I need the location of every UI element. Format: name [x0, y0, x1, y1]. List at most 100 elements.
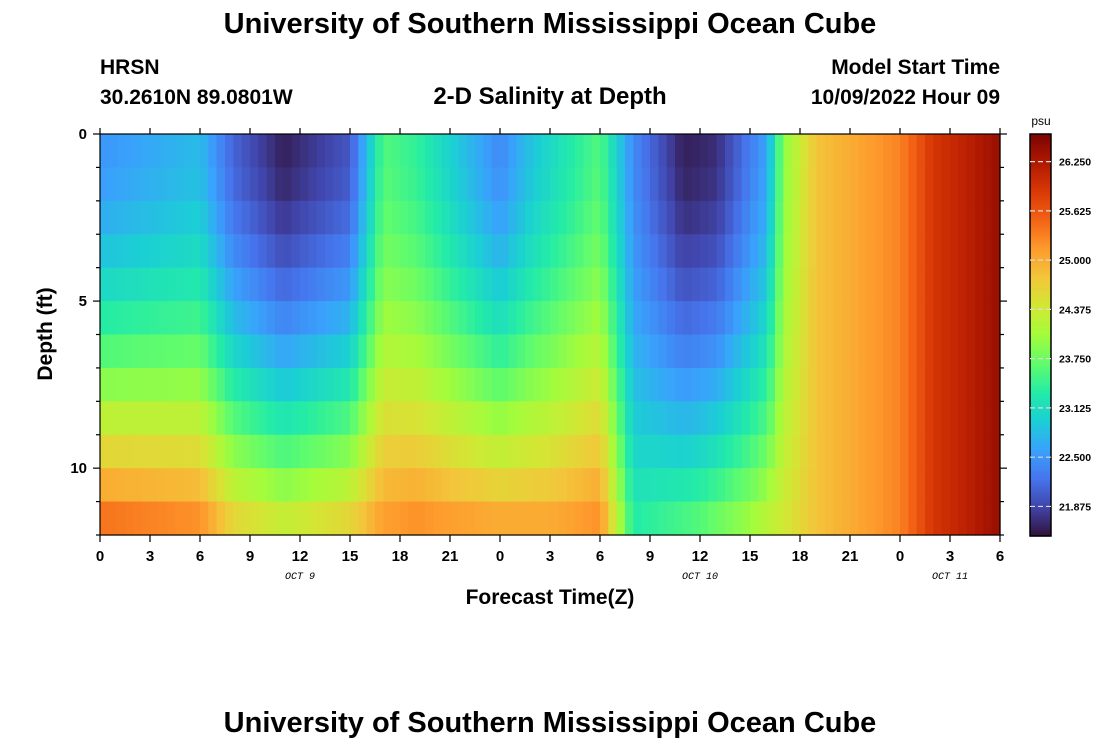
heatmap-cell	[383, 468, 393, 503]
colorbar-segment	[1030, 148, 1051, 151]
heatmap-cell	[666, 167, 676, 202]
heatmap-cell	[916, 434, 926, 469]
colorbar-segment	[1030, 164, 1051, 167]
heatmap-cell	[933, 468, 943, 503]
heatmap-cell	[191, 234, 201, 269]
heatmap-cell	[866, 234, 876, 269]
heatmap-cell	[450, 367, 459, 402]
heatmap-cell	[491, 167, 501, 202]
heatmap-cell	[983, 167, 993, 202]
heatmap-cell	[758, 134, 768, 169]
heatmap-cell	[775, 167, 784, 202]
heatmap-cell	[566, 367, 576, 402]
heatmap-cell	[466, 301, 476, 336]
heatmap-cell	[175, 434, 184, 469]
heatmap-cell	[866, 334, 876, 369]
heatmap-cell	[975, 167, 984, 202]
heatmap-cell	[150, 167, 159, 202]
heatmap-cell	[541, 134, 551, 169]
heatmap-cell	[400, 167, 409, 202]
heatmap-cell	[891, 367, 901, 402]
heatmap-cell	[433, 301, 443, 336]
heatmap-cell	[808, 501, 818, 536]
heatmap-cell	[283, 267, 293, 302]
heatmap-cell	[600, 367, 609, 402]
heatmap-cell	[550, 434, 559, 469]
heatmap-cell	[608, 501, 618, 536]
heatmap-cell	[483, 234, 493, 269]
colorbar-segment	[1030, 413, 1051, 416]
heatmap-cell	[558, 234, 568, 269]
heatmap-cell	[475, 367, 484, 402]
colorbar-segment	[1030, 226, 1051, 230]
heatmap-cell	[600, 200, 609, 235]
heatmap-cell	[683, 234, 693, 269]
heatmap-cell	[950, 134, 959, 169]
heatmap-cell	[441, 401, 451, 436]
heatmap-cell	[166, 301, 176, 336]
heatmap-cell	[175, 134, 184, 169]
heatmap-cell	[791, 301, 801, 336]
heatmap-cell	[916, 468, 926, 503]
heatmap-cell	[366, 301, 376, 336]
x-tick-label: 0	[96, 548, 104, 565]
heatmap-cell	[975, 401, 984, 436]
heatmap-cell	[133, 134, 143, 169]
heatmap-cell	[791, 200, 801, 235]
heatmap-cell	[841, 334, 851, 369]
heatmap-cell	[850, 334, 859, 369]
heatmap-cell	[250, 134, 259, 169]
colorbar-segment	[1030, 232, 1051, 236]
heatmap-cell	[250, 401, 259, 436]
heatmap-cell	[575, 401, 584, 436]
heatmap-cell	[341, 200, 351, 235]
heatmap-cell	[925, 200, 934, 235]
heatmap-cell	[475, 301, 484, 336]
heatmap-cell	[500, 301, 509, 336]
heatmap-cell	[108, 367, 118, 402]
heatmap-cell	[641, 167, 651, 202]
heatmap-cell	[433, 267, 443, 302]
heatmap-cell	[341, 367, 351, 402]
heatmap-cell	[591, 134, 601, 169]
heatmap-cell	[883, 234, 893, 269]
heatmap-cell	[808, 434, 818, 469]
heatmap-cell	[733, 200, 743, 235]
model-start-value: 10/09/2022 Hour 09	[810, 86, 1000, 109]
colorbar-tick-label: 22.500	[1059, 452, 1091, 464]
heatmap-cell	[216, 367, 226, 402]
heatmap-cell	[558, 401, 568, 436]
heatmap-cell	[150, 301, 159, 336]
heatmap-cell	[333, 334, 343, 369]
heatmap-cell	[491, 401, 501, 436]
heatmap-cell	[550, 267, 559, 302]
heatmap-cell	[775, 367, 784, 402]
heatmap-cell	[908, 301, 918, 336]
heatmap-cell	[141, 367, 151, 402]
heatmap-cell	[858, 334, 868, 369]
x-tick-label: 21	[442, 548, 459, 565]
heatmap-cell	[666, 434, 676, 469]
heatmap-cell	[416, 200, 426, 235]
heatmap-cell	[325, 167, 334, 202]
heatmap-cell	[166, 167, 176, 202]
heatmap-cell	[291, 401, 301, 436]
heatmap-cell	[658, 267, 668, 302]
heatmap-cell	[208, 434, 218, 469]
heatmap-cell	[841, 167, 851, 202]
heatmap-cell	[958, 434, 968, 469]
heatmap-cell	[850, 234, 859, 269]
heatmap-cell	[366, 134, 376, 169]
heatmap-cell	[241, 234, 251, 269]
heatmap-cell	[608, 401, 618, 436]
heatmap-cell	[825, 367, 834, 402]
heatmap-cell	[325, 234, 334, 269]
heatmap-cell	[933, 367, 943, 402]
heatmap-cell	[741, 301, 751, 336]
heatmap-cell	[183, 267, 193, 302]
heatmap-cell	[166, 501, 176, 536]
colorbar-segment	[1030, 224, 1051, 228]
heatmap-cell	[941, 434, 951, 469]
heatmap-cell	[375, 334, 384, 369]
heatmap-cell	[833, 301, 843, 336]
